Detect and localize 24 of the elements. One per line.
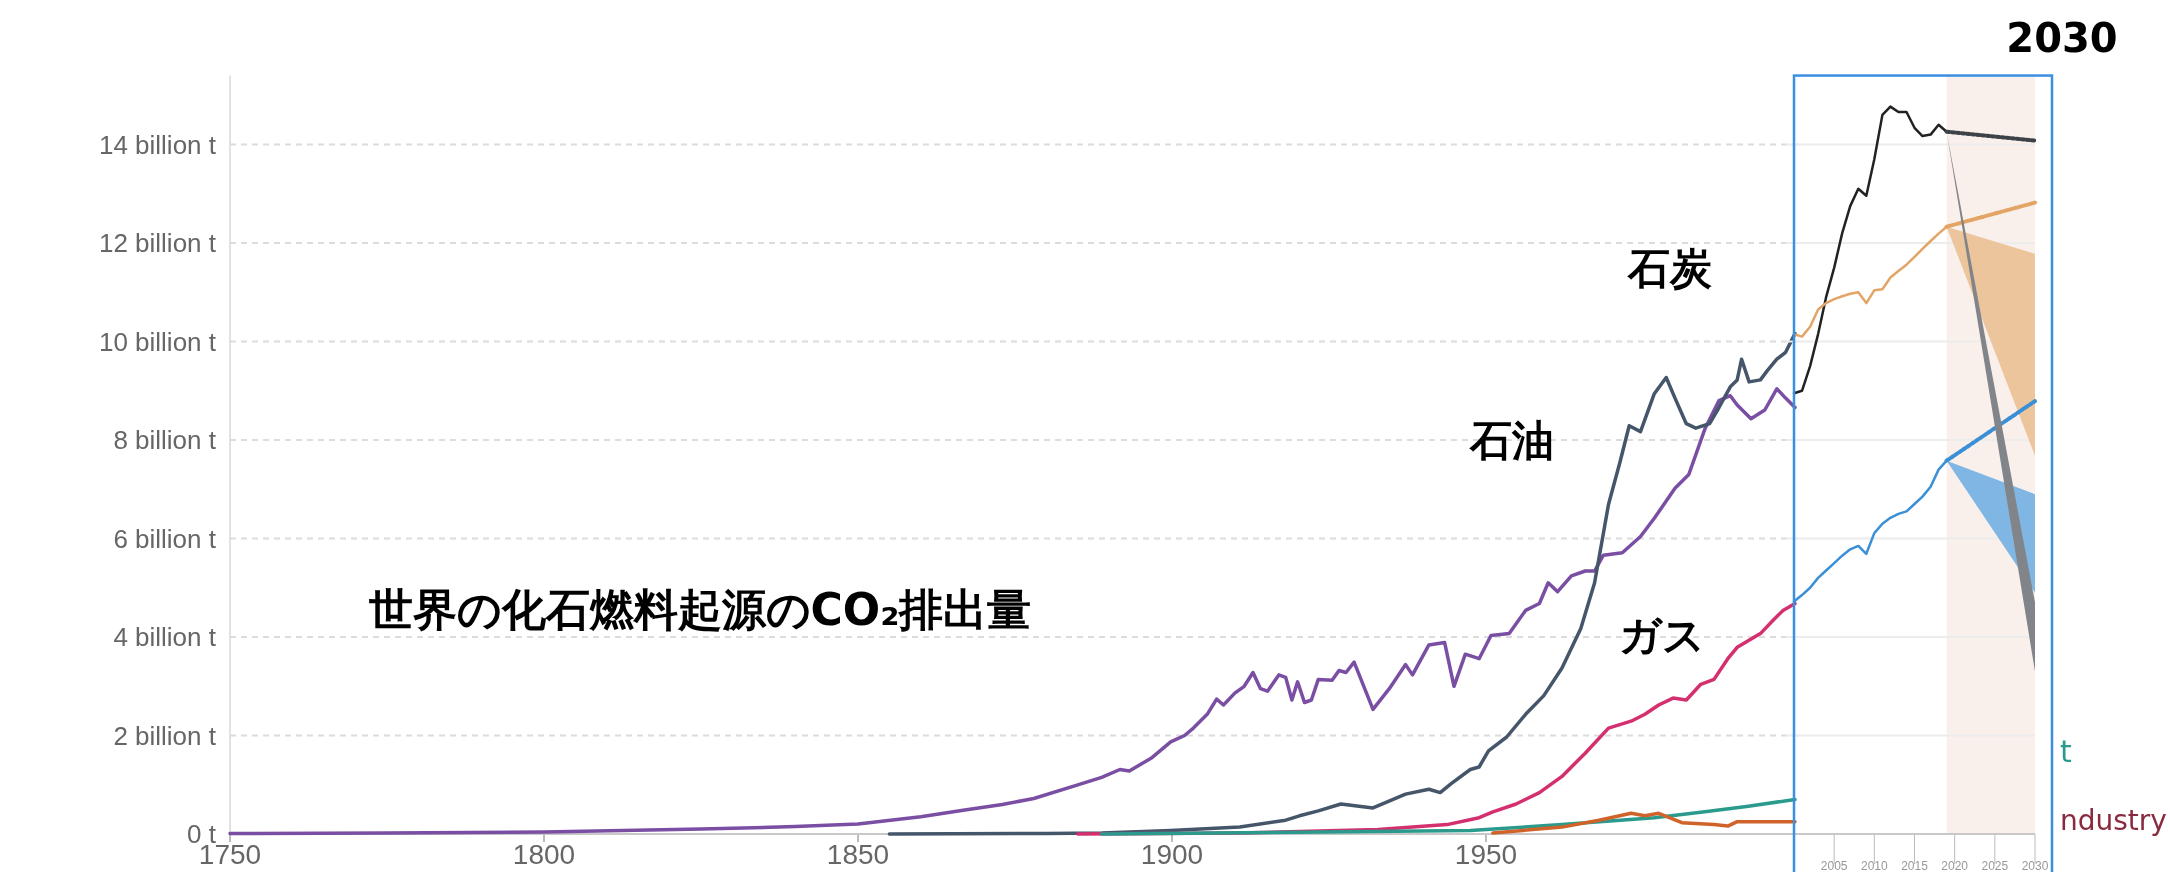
x-tick-label: 1850 (826, 839, 890, 870)
y-tick-label: 6 billion t (113, 523, 217, 554)
text: t (2060, 734, 2072, 769)
x-tick-label: 1800 (512, 839, 576, 870)
x-tick-label: 2005 (1820, 859, 1848, 872)
y-tick-label: 4 billion t (113, 622, 217, 652)
x-tick-label: 2030 (2021, 859, 2049, 872)
annotation: 石油 (1469, 416, 1554, 465)
x-tick-label: 1950 (1454, 839, 1518, 870)
y-tick-label: 10 billion t (98, 326, 217, 357)
x-tick-label: 2015 (1901, 859, 1929, 872)
x-tick-label: 1900 (1140, 839, 1204, 870)
y-tick-label: 8 billion t (113, 425, 217, 455)
text: ndustry (2060, 804, 2167, 837)
annotation: ガス (1619, 611, 1705, 660)
text: 世界の化石燃料起源のCO₂排出量 (368, 584, 1032, 635)
x-tick-label: 2025 (1981, 859, 2009, 872)
x-tick-label: 2020 (1941, 859, 1969, 872)
y-tick-label: 2 billion t (113, 720, 217, 751)
y-tick-label: 12 billion t (98, 228, 217, 258)
text: 2030 (2006, 15, 2118, 61)
y-tick-label: 14 billion t (98, 129, 217, 160)
annotation: 石炭 (1627, 244, 1712, 293)
x-tick-label: 2010 (1860, 859, 1888, 872)
